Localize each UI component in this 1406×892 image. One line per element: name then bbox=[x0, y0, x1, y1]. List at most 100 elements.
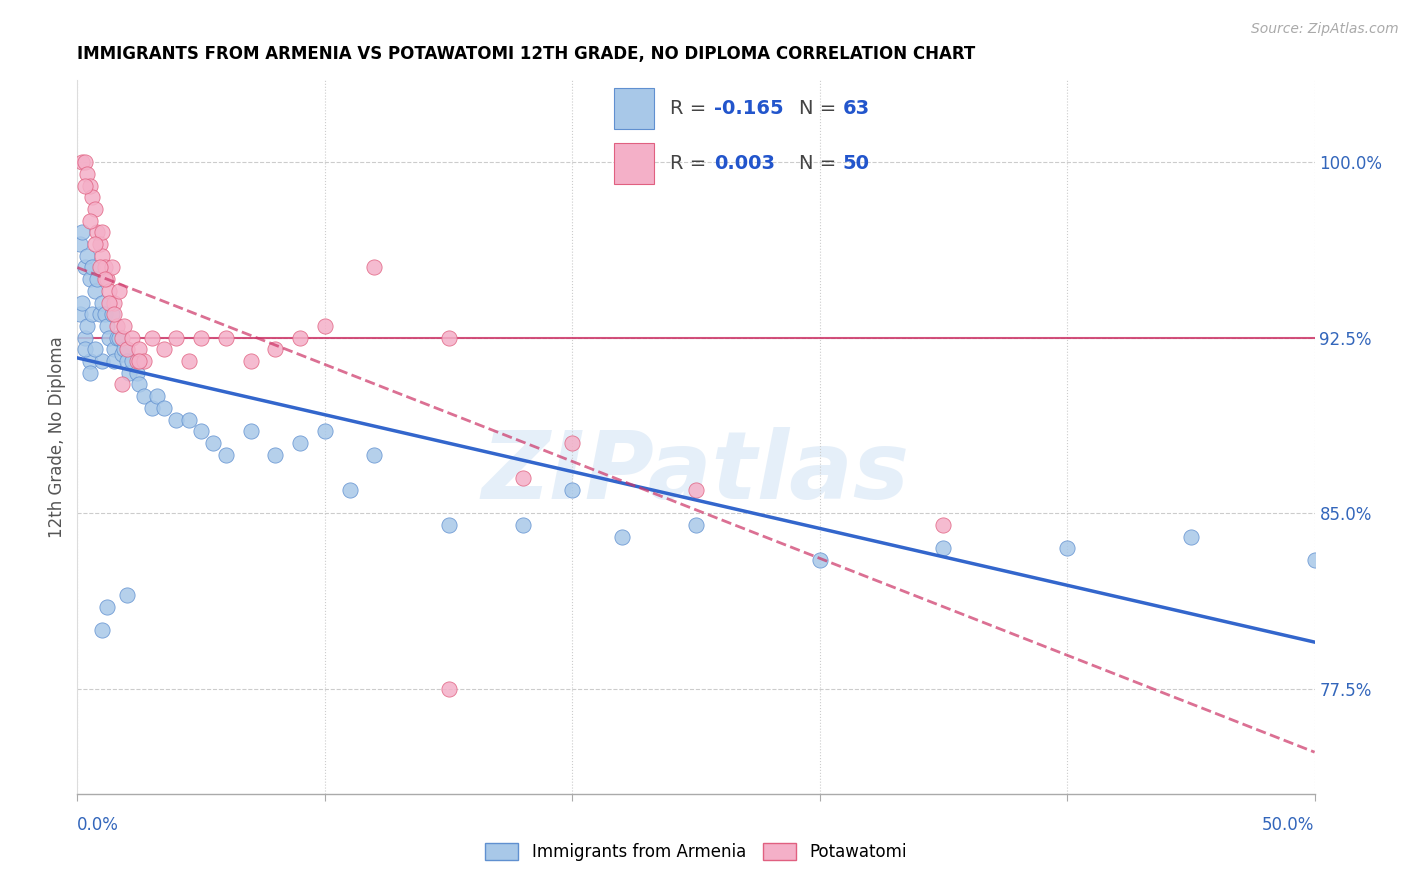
Point bbox=[72, 225, 94, 239]
Point bbox=[101, 260, 124, 275]
Point bbox=[89, 307, 111, 321]
Point bbox=[128, 354, 150, 368]
Point bbox=[101, 307, 124, 321]
Point bbox=[288, 331, 311, 345]
Point bbox=[105, 331, 128, 345]
Point bbox=[215, 448, 238, 462]
Point bbox=[91, 354, 114, 368]
Point bbox=[73, 331, 96, 345]
Point bbox=[112, 318, 135, 333]
Point bbox=[103, 354, 125, 368]
Point bbox=[111, 331, 134, 345]
Point bbox=[103, 295, 125, 310]
Point bbox=[264, 448, 287, 462]
Text: Source: ZipAtlas.com: Source: ZipAtlas.com bbox=[1251, 22, 1399, 37]
Point bbox=[1180, 529, 1202, 543]
Point bbox=[165, 331, 187, 345]
Point bbox=[83, 202, 105, 216]
Text: IMMIGRANTS FROM ARMENIA VS POTAWATOMI 12TH GRADE, NO DIPLOMA CORRELATION CHART: IMMIGRANTS FROM ARMENIA VS POTAWATOMI 12… bbox=[77, 45, 976, 62]
FancyBboxPatch shape bbox=[614, 87, 654, 128]
Text: 0.0%: 0.0% bbox=[77, 816, 120, 834]
Point bbox=[363, 448, 385, 462]
Point bbox=[108, 284, 131, 298]
Point bbox=[128, 343, 150, 357]
Text: ZIPatlas: ZIPatlas bbox=[482, 426, 910, 519]
Point bbox=[98, 284, 121, 298]
Point bbox=[125, 354, 148, 368]
Point bbox=[141, 401, 163, 415]
Point bbox=[115, 588, 138, 602]
Text: 50: 50 bbox=[842, 154, 870, 173]
Point bbox=[685, 517, 707, 532]
Point bbox=[111, 377, 134, 392]
Point bbox=[98, 331, 121, 345]
Point bbox=[125, 366, 148, 380]
Point bbox=[932, 517, 955, 532]
Point bbox=[1056, 541, 1078, 556]
Point bbox=[141, 331, 163, 345]
Point bbox=[79, 354, 101, 368]
Legend: Immigrants from Armenia, Potawatomi: Immigrants from Armenia, Potawatomi bbox=[478, 836, 914, 868]
Point bbox=[202, 436, 225, 450]
Point bbox=[96, 599, 118, 614]
Point bbox=[103, 343, 125, 357]
Point bbox=[153, 343, 176, 357]
Text: 0.003: 0.003 bbox=[714, 154, 775, 173]
Point bbox=[91, 249, 114, 263]
Point bbox=[437, 681, 460, 696]
Point bbox=[79, 178, 101, 193]
Point bbox=[79, 272, 101, 286]
Point bbox=[96, 318, 118, 333]
Point bbox=[79, 213, 101, 227]
Point bbox=[83, 237, 105, 252]
Point bbox=[190, 331, 212, 345]
Point bbox=[239, 354, 262, 368]
Text: R =: R = bbox=[669, 154, 711, 173]
Point bbox=[134, 389, 156, 403]
Point bbox=[79, 366, 101, 380]
Point bbox=[561, 436, 583, 450]
Point bbox=[121, 354, 143, 368]
Point bbox=[83, 284, 105, 298]
Point bbox=[264, 343, 287, 357]
Point bbox=[103, 307, 125, 321]
Point bbox=[73, 343, 96, 357]
Point bbox=[314, 424, 336, 438]
Point bbox=[437, 517, 460, 532]
Point bbox=[89, 260, 111, 275]
Text: 50.0%: 50.0% bbox=[1263, 816, 1315, 834]
Point bbox=[82, 190, 104, 204]
Point bbox=[72, 155, 94, 169]
Point bbox=[82, 260, 104, 275]
Point bbox=[72, 295, 94, 310]
Point bbox=[108, 331, 131, 345]
Point bbox=[86, 225, 108, 239]
Point bbox=[91, 295, 114, 310]
Point bbox=[512, 517, 534, 532]
Point bbox=[190, 424, 212, 438]
Point bbox=[91, 623, 114, 637]
Point bbox=[932, 541, 955, 556]
Point bbox=[112, 343, 135, 357]
Point bbox=[685, 483, 707, 497]
Text: R =: R = bbox=[669, 99, 711, 118]
Point bbox=[808, 553, 831, 567]
Point bbox=[437, 331, 460, 345]
Point bbox=[82, 307, 104, 321]
Point bbox=[165, 412, 187, 426]
Point bbox=[105, 318, 128, 333]
Point bbox=[91, 225, 114, 239]
Point bbox=[153, 401, 176, 415]
Point bbox=[177, 412, 200, 426]
Point bbox=[115, 354, 138, 368]
Point bbox=[314, 318, 336, 333]
Text: N =: N = bbox=[800, 99, 844, 118]
Point bbox=[93, 272, 115, 286]
Point bbox=[363, 260, 385, 275]
Point bbox=[610, 529, 633, 543]
Y-axis label: 12th Grade, No Diploma: 12th Grade, No Diploma bbox=[48, 336, 66, 538]
Point bbox=[73, 178, 96, 193]
Point bbox=[69, 237, 91, 252]
Text: N =: N = bbox=[800, 154, 844, 173]
Point bbox=[177, 354, 200, 368]
